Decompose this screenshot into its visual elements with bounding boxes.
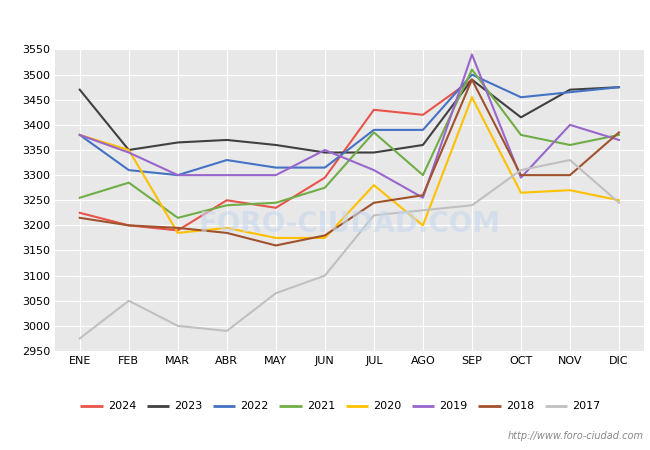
Text: 2018: 2018 bbox=[506, 401, 534, 411]
Text: Afiliados en Utiel a 30/9/2024: Afiliados en Utiel a 30/9/2024 bbox=[202, 14, 448, 33]
Text: 2021: 2021 bbox=[307, 401, 335, 411]
Text: 2022: 2022 bbox=[240, 401, 268, 411]
Text: 2017: 2017 bbox=[572, 401, 600, 411]
Text: 2024: 2024 bbox=[108, 401, 136, 411]
Text: http://www.foro-ciudad.com: http://www.foro-ciudad.com bbox=[508, 431, 644, 441]
Text: 2019: 2019 bbox=[439, 401, 467, 411]
Text: 2023: 2023 bbox=[174, 401, 202, 411]
Text: 2020: 2020 bbox=[373, 401, 401, 411]
Text: FORO-CIUDAD.COM: FORO-CIUDAD.COM bbox=[198, 210, 500, 238]
